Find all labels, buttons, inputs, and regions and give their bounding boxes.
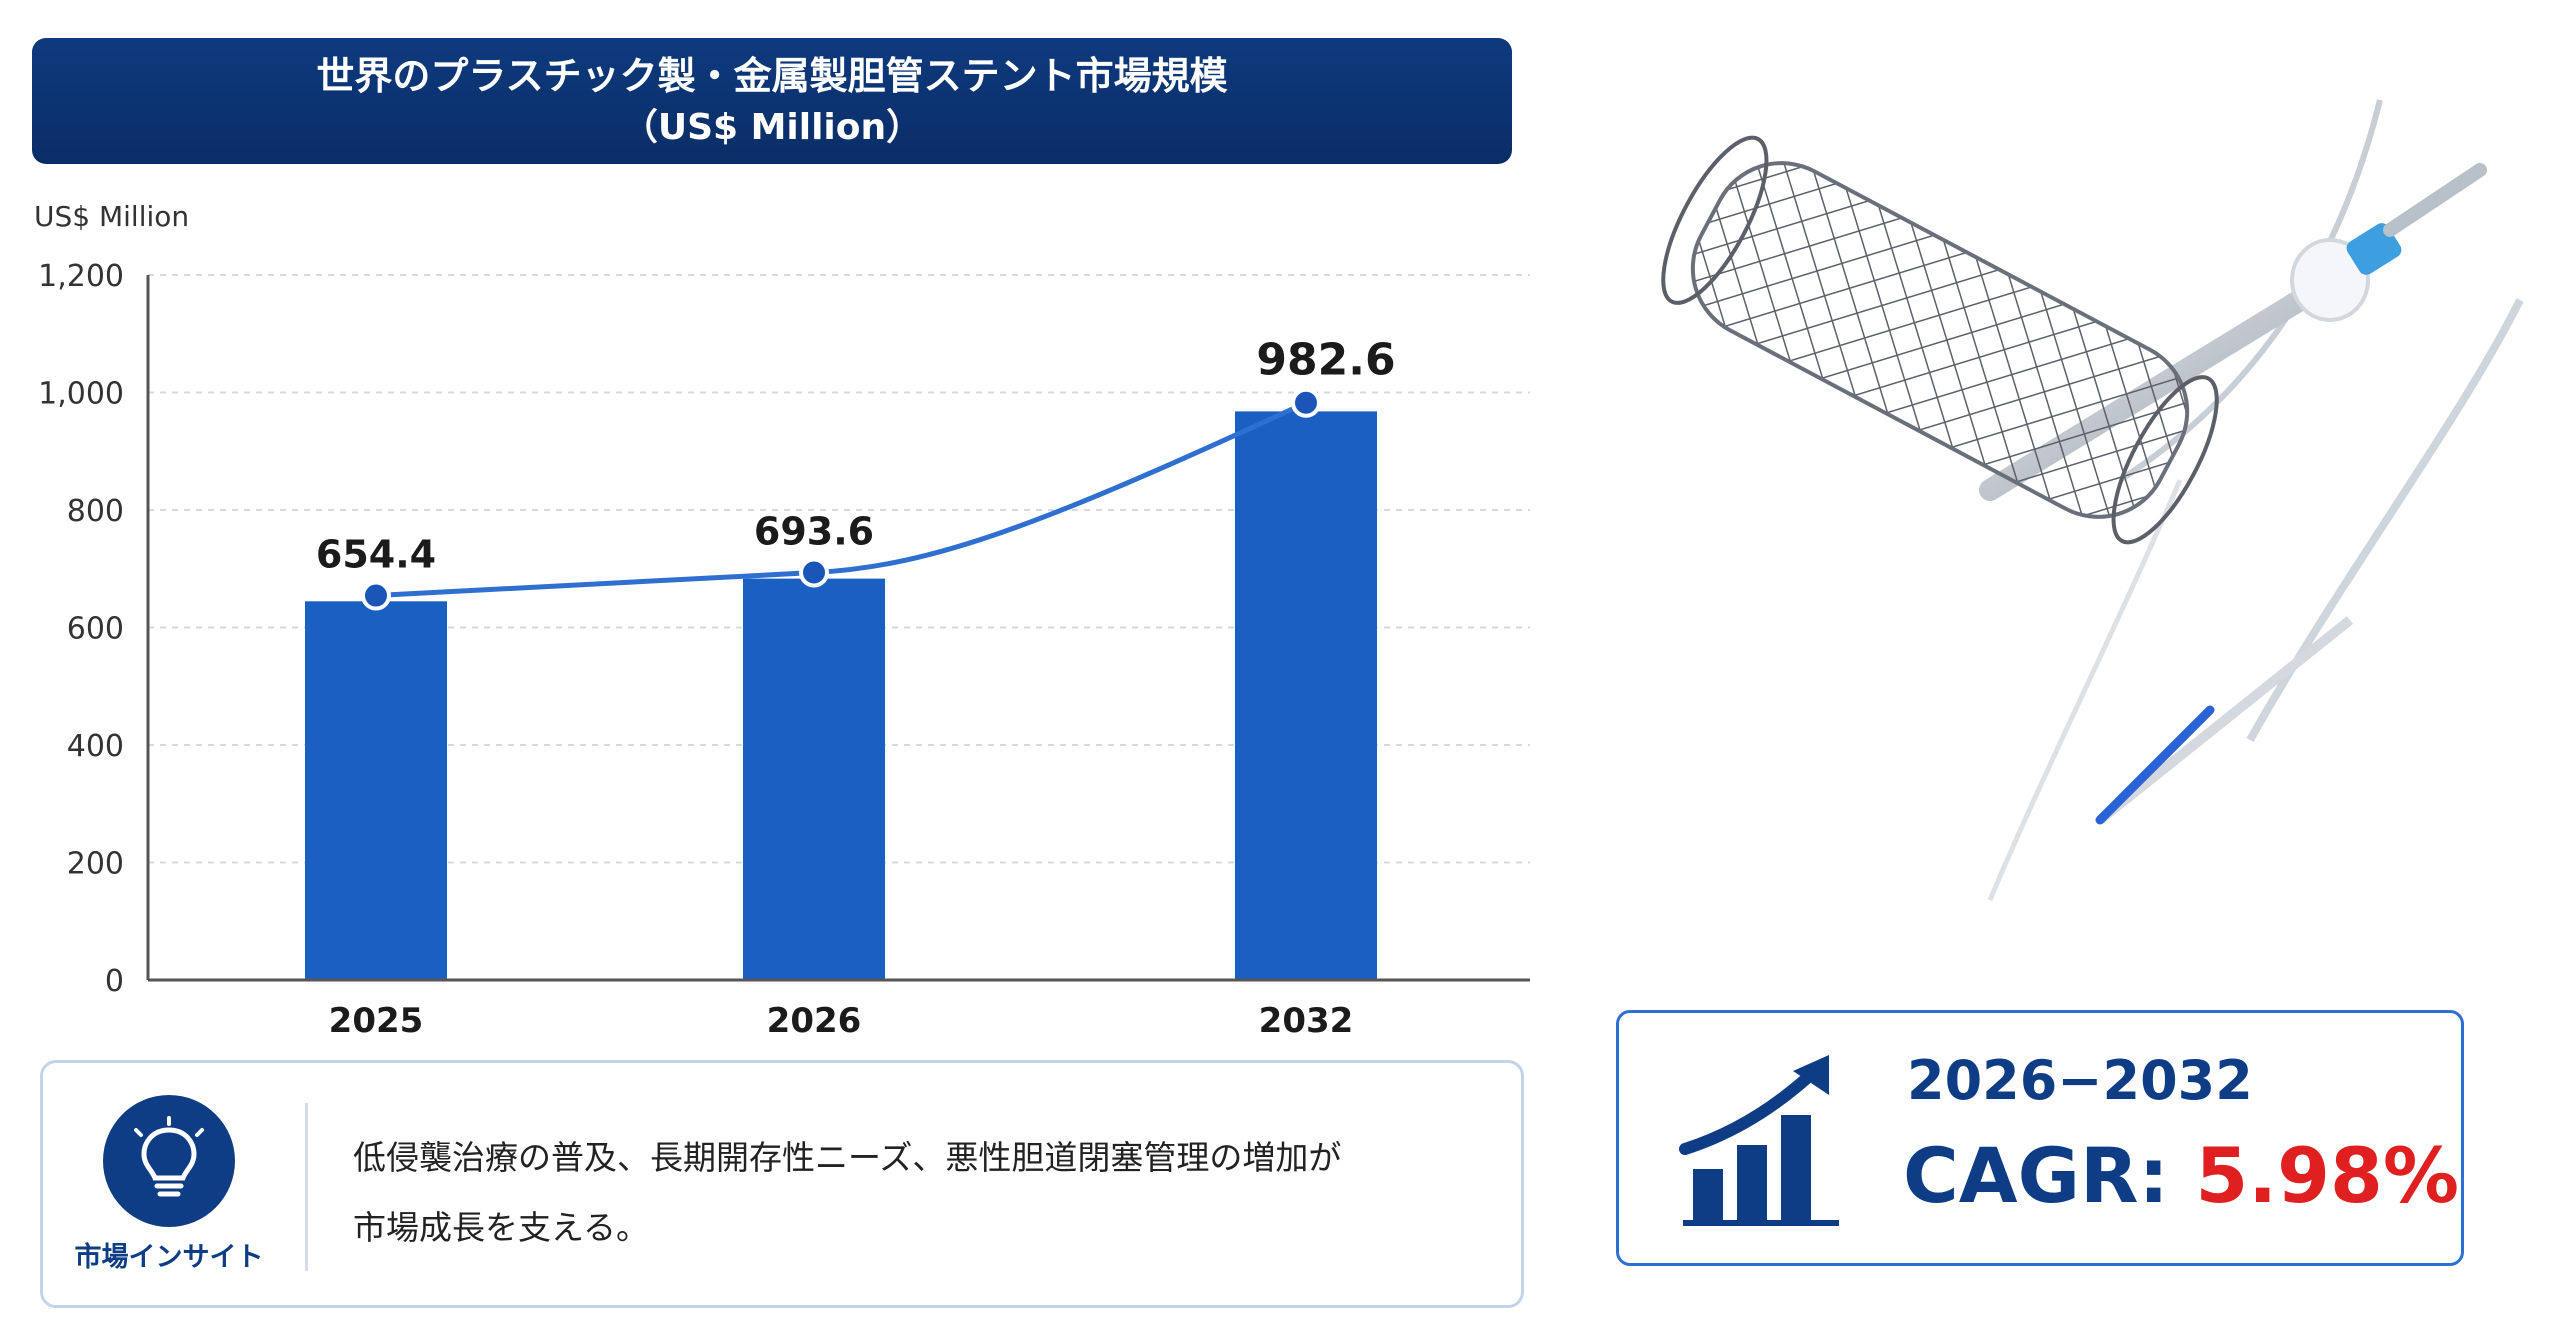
- x-tick-label: 2032: [1259, 1001, 1354, 1041]
- bar: [743, 578, 885, 980]
- cagr-line: CAGR: 5.98%: [1903, 1131, 2459, 1220]
- series-point: [799, 557, 829, 588]
- lightbulb-icon: [103, 1095, 235, 1227]
- insight-label: 市場インサイト: [74, 1242, 264, 1273]
- growth-chart-icon: [1679, 1055, 1839, 1226]
- cagr-label: CAGR:: [1903, 1131, 2196, 1220]
- cagr-value: 5.98%: [2195, 1131, 2460, 1220]
- y-tick-label: 400: [67, 729, 124, 764]
- x-tick-label: 2026: [767, 1001, 862, 1041]
- bar-chart: US$ Million 0 200 400 600 800 1,000 1,200 2025 2…: [34, 200, 1530, 1041]
- cagr-box: 2026−2032 CAGR: 5.98%: [1616, 1010, 2464, 1266]
- y-tick-label: 800: [67, 494, 124, 529]
- y-tick-label: 200: [67, 847, 124, 882]
- biliary-stent-icon: [1661, 99, 2524, 901]
- data-label: 654.4: [316, 533, 436, 577]
- y-axis-unit-label: US$ Million: [34, 200, 189, 233]
- stent-illustration: [1560, 60, 2560, 960]
- insight-text-line-2: 市場成長を支える。: [353, 1208, 650, 1247]
- series-point: [1291, 387, 1321, 418]
- data-label: 693.6: [754, 510, 874, 554]
- insight-text: 低侵襲治療の普及、長期開存性ニーズ、悪性胆道閉塞管理の増加が 市場成長を支える。: [353, 1123, 1493, 1263]
- y-tick-label: 600: [67, 612, 124, 647]
- bar: [305, 601, 447, 980]
- data-label: 982.6: [1256, 335, 1395, 386]
- chart-subtitle: （US$ Million）: [621, 107, 923, 148]
- insight-text-line-1: 低侵襲治療の普及、長期開存性ニーズ、悪性胆道閉塞管理の増加が: [353, 1138, 1342, 1177]
- market-insight-box: 市場インサイト 低侵襲治療の普及、長期開存性ニーズ、悪性胆道閉塞管理の増加が 市…: [40, 1060, 1524, 1308]
- insight-divider: [305, 1103, 308, 1271]
- bar: [1235, 411, 1377, 980]
- cagr-period: 2026−2032: [1907, 1049, 2253, 1112]
- y-tick-label: 0: [105, 964, 124, 999]
- y-tick-label: 1,200: [38, 259, 124, 294]
- y-tick-label: 1,000: [38, 377, 124, 412]
- series-point: [361, 580, 391, 611]
- x-tick-label: 2025: [329, 1001, 424, 1041]
- series-line: [375, 400, 1308, 599]
- chart-title-banner: 世界のプラスチック製・金属製胆管ステント市場規模 （US$ Million）: [32, 38, 1512, 164]
- chart-title: 世界のプラスチック製・金属製胆管ステント市場規模: [316, 54, 1228, 98]
